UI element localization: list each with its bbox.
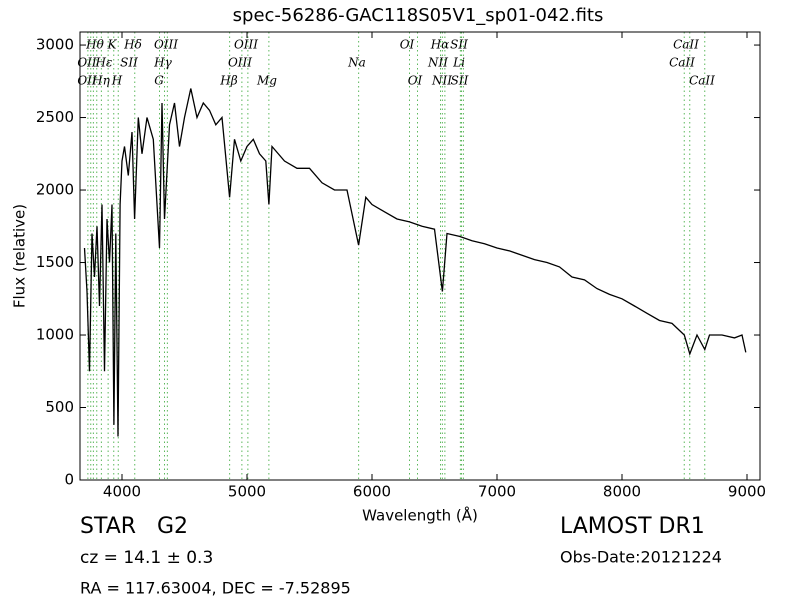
line-label: Mg	[256, 74, 277, 88]
line-label: SII	[120, 56, 138, 70]
x-tick-label: 6000	[353, 483, 391, 501]
coordinates: RA = 117.63004, DEC = -7.52895	[80, 579, 351, 598]
line-label: Hγ	[153, 56, 172, 70]
line-label: Hθ	[85, 38, 104, 52]
line-label: OII	[77, 56, 97, 70]
survey: LAMOST DR1	[560, 514, 705, 539]
line-label: OI	[408, 74, 423, 88]
y-tick-label: 1500	[36, 253, 74, 271]
line-label: CaII	[689, 74, 715, 88]
y-tick-label: 2500	[36, 108, 74, 126]
line-label: NII	[427, 56, 448, 70]
line-label: SII	[450, 38, 468, 52]
line-label: SII	[451, 74, 469, 88]
y-tick-label: 3000	[36, 36, 74, 54]
x-tick-label: 8000	[603, 483, 641, 501]
chart-title: spec-56286-GAC118S05V1_sp01-042.fits	[233, 5, 604, 26]
obs-date: Obs-Date:20121224	[560, 548, 722, 567]
line-label: NII	[431, 74, 452, 88]
y-tick-label: 0	[64, 471, 74, 489]
line-label: OI	[400, 38, 415, 52]
line-label: Na	[347, 56, 366, 70]
line-label: Hδ	[123, 38, 142, 52]
redshift: cz = 14.1 ± 0.3	[80, 548, 213, 568]
line-label: CaII	[673, 38, 699, 52]
line-label: K	[107, 38, 118, 52]
plot-frame	[79, 31, 761, 481]
line-label: Hε	[95, 56, 113, 70]
line-label: H	[111, 74, 123, 88]
x-tick-label: 7000	[478, 483, 516, 501]
y-tick-label: 500	[45, 398, 74, 416]
line-label: Hα	[430, 38, 450, 52]
line-label: Hη	[91, 74, 110, 88]
line-label: Li	[452, 56, 465, 70]
x-tick-label: 9000	[728, 483, 766, 501]
line-label: OIII	[154, 38, 178, 52]
y-axis-label: Flux (relative)	[11, 204, 29, 308]
x-tick-label: 5000	[228, 483, 266, 501]
line-label: OIII	[228, 56, 252, 70]
y-tick-label: 2000	[36, 181, 74, 199]
object-class: STAR G2	[80, 514, 188, 539]
spectrum-line	[83, 88, 747, 437]
y-tick-label: 1000	[36, 326, 74, 344]
line-label: OIII	[234, 38, 258, 52]
x-axis-label: Wavelength (Å)	[362, 506, 478, 525]
line-label: OII	[77, 74, 97, 88]
line-label: CaII	[669, 56, 695, 70]
line-label: Hβ	[219, 74, 237, 88]
x-tick-label: 4000	[103, 483, 141, 501]
line-label: G	[154, 74, 164, 88]
